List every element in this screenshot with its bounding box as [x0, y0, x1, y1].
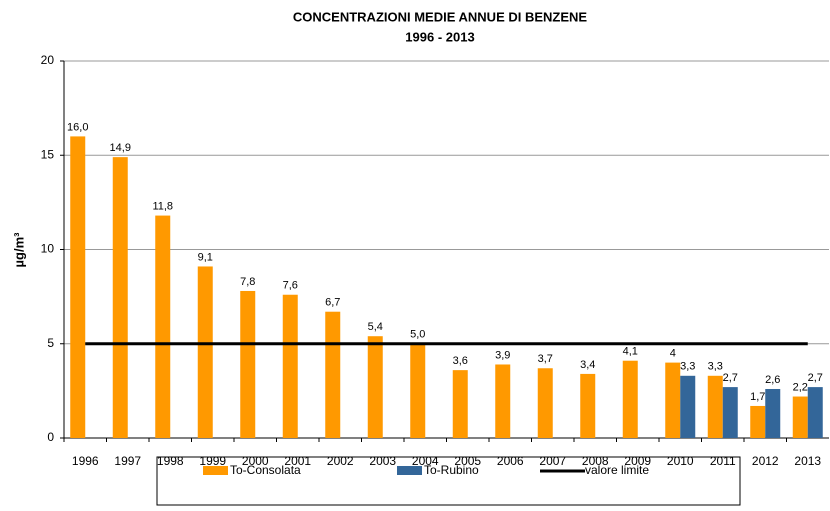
- bar: [410, 343, 426, 438]
- bar: [155, 215, 171, 438]
- value-label: 7,6: [283, 280, 298, 292]
- y-tick-label: 0: [47, 430, 54, 444]
- bar: [722, 387, 738, 438]
- bar: [792, 396, 808, 438]
- x-tick-label: 2001: [284, 454, 311, 468]
- x-tick-label: 1998: [157, 454, 184, 468]
- value-label: 2,7: [723, 372, 738, 384]
- x-tick-label: 1997: [114, 454, 141, 468]
- x-tick-label: 2007: [539, 454, 566, 468]
- x-tick-label: 2013: [794, 454, 821, 468]
- x-tick-label: 2009: [624, 454, 651, 468]
- legend-label: To-Rubino: [424, 463, 479, 477]
- value-label: 3,4: [580, 359, 595, 371]
- value-label: 2,6: [765, 374, 780, 386]
- value-label: 11,8: [152, 200, 173, 212]
- value-label: 5,4: [368, 321, 383, 333]
- bar: [325, 311, 341, 438]
- bar: [750, 405, 766, 438]
- bar: [112, 157, 128, 438]
- chart-subtitle: 1996 - 2013: [405, 29, 474, 44]
- value-label: 16,0: [67, 121, 88, 133]
- bar: [707, 375, 723, 438]
- bar: [537, 368, 553, 438]
- legend-swatch: [397, 466, 422, 475]
- legend-label: valore limite: [585, 463, 649, 477]
- legend-box: [156, 456, 741, 506]
- y-tick-label: 20: [41, 53, 55, 67]
- value-label: 6,7: [325, 297, 340, 309]
- x-tick-label: 2006: [497, 454, 524, 468]
- bar: [70, 136, 86, 438]
- value-label: 4,1: [623, 346, 638, 358]
- x-tick-label: 1996: [72, 454, 99, 468]
- x-tick-label: 1999: [199, 454, 226, 468]
- value-label: 3,6: [453, 355, 468, 367]
- value-label: 5,0: [410, 329, 425, 341]
- y-tick-label: 5: [47, 336, 54, 350]
- bar: [197, 266, 213, 438]
- bar: [240, 290, 256, 438]
- bar: [282, 294, 298, 438]
- bar: [765, 388, 781, 438]
- bar: [580, 373, 596, 438]
- value-label: 1,7: [750, 391, 765, 403]
- x-tick-label: 2011: [710, 454, 736, 468]
- value-label: 2,7: [808, 372, 823, 384]
- value-label: 3,3: [680, 361, 695, 373]
- bar: [680, 375, 696, 438]
- x-tick-label: 2010: [667, 454, 694, 468]
- bar: [452, 370, 468, 438]
- bar: [367, 336, 383, 438]
- bar: [665, 362, 681, 438]
- value-label: 3,9: [495, 349, 510, 361]
- chart-title: CONCENTRAZIONI MEDIE ANNUE DI BENZENE: [293, 9, 588, 24]
- value-label: 3,7: [538, 353, 553, 365]
- value-label: 7,8: [240, 276, 255, 288]
- y-axis-label: µg/m³: [11, 232, 26, 268]
- value-label: 3,3: [708, 361, 723, 373]
- value-label: 9,1: [198, 251, 213, 263]
- y-tick-label: 10: [41, 242, 55, 256]
- value-label: 2,2: [793, 381, 808, 393]
- y-tick-label: 15: [41, 147, 55, 161]
- x-tick-label: 2002: [327, 454, 354, 468]
- value-label: 4: [670, 348, 676, 360]
- x-tick-label: 2008: [582, 454, 609, 468]
- value-label: 14,9: [110, 142, 131, 154]
- x-tick-label: 2004: [412, 454, 439, 468]
- x-tick-label: 2005: [454, 454, 481, 468]
- x-tick-label: 2012: [752, 454, 779, 468]
- x-tick-label: 2003: [369, 454, 396, 468]
- legend-label: To-Consolata: [230, 463, 301, 477]
- bar: [807, 387, 823, 438]
- x-tick-label: 2000: [242, 454, 269, 468]
- legend-swatch: [203, 466, 228, 475]
- bar: [495, 364, 511, 438]
- bar: [622, 360, 638, 438]
